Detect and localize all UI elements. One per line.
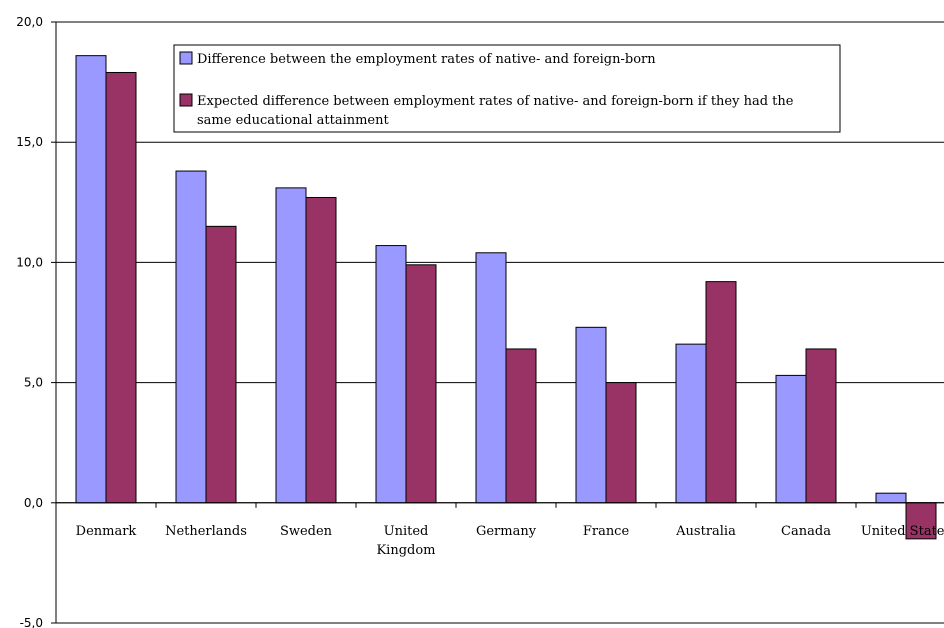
bar-series-1 [275,187,307,504]
bar-series-1 [75,55,107,504]
bar-series-1 [175,170,207,504]
bar-series-2 [205,225,237,504]
legend-label: same educational attainment [197,113,389,128]
x-category-label: Germany [476,524,537,539]
y-tick-label: 20,0 [16,15,43,29]
x-category-label: Sweden [280,524,333,539]
legend-swatch [179,51,193,65]
bar-series-2 [705,281,737,504]
bar-series-2 [605,382,637,504]
x-category-label: Kingdom [376,543,435,558]
x-category-label: Canada [781,524,831,539]
x-category-label: France [583,524,630,539]
bar-series-1 [875,492,907,504]
bar-series-2 [805,348,837,504]
bar-series-1 [475,252,507,504]
bar-series-1 [575,326,607,504]
bar-series-1 [775,374,807,504]
x-category-label: United States [861,524,944,539]
x-category-label: Australia [675,524,736,539]
y-tick-label: 10,0 [16,255,43,269]
y-tick-label: 5,0 [24,376,43,390]
bar-series-1 [675,343,707,504]
bar-series-2 [105,71,137,504]
y-tick-label: 15,0 [16,135,43,149]
x-category-label: Denmark [76,524,137,539]
bar-series-2 [305,196,337,504]
bar-series-2 [905,502,937,540]
y-tick-label: 0,0 [24,496,43,510]
legend-label: Expected difference between employment r… [197,94,794,109]
legend-box [173,44,841,133]
bar-series-2 [505,348,537,504]
bar-series-1 [375,245,407,504]
bar-series-2 [405,264,437,504]
x-category-label: United [384,524,429,539]
legend-swatch [179,93,193,107]
y-tick-label: -5,0 [20,616,43,628]
legend-label: Difference between the employment rates … [197,52,656,67]
x-category-label: Netherlands [165,524,247,539]
